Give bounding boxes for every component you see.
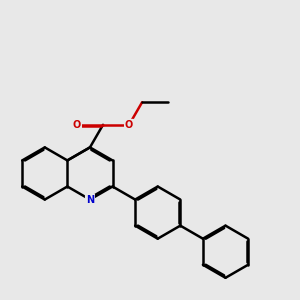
Text: O: O (125, 120, 133, 130)
Text: O: O (73, 120, 81, 130)
Text: N: N (86, 195, 94, 205)
